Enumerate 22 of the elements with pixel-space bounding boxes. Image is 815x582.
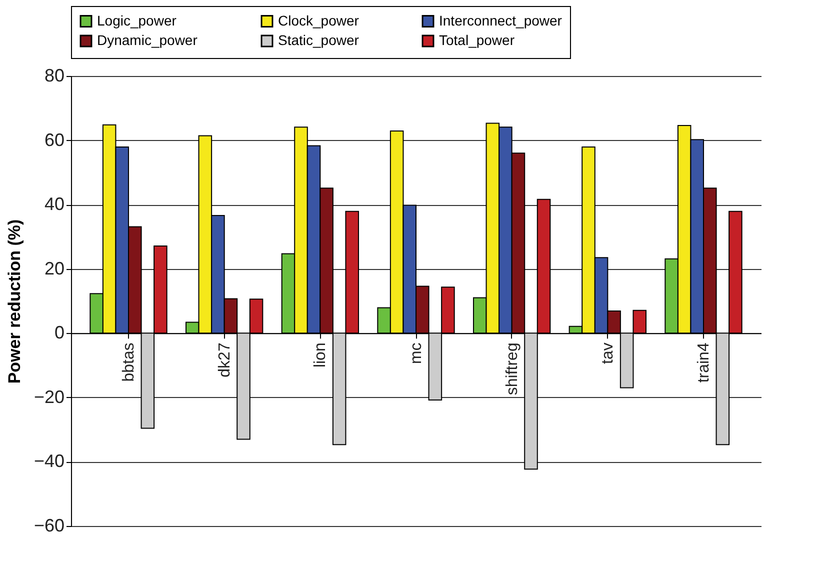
x-tick-label: shiftreg xyxy=(504,342,521,396)
y-tick-label: −40 xyxy=(34,451,64,472)
legend-label: Total_power xyxy=(439,32,515,48)
x-tick-label: mc xyxy=(408,342,425,364)
x-tick-label: dk27 xyxy=(216,342,234,378)
y-tick-label: 80 xyxy=(44,66,64,86)
legend-label: Clock_power xyxy=(278,12,360,28)
x-tick-label: lion xyxy=(312,342,330,368)
y-tick-label: 20 xyxy=(44,258,64,278)
y-tick-label: 40 xyxy=(44,194,64,214)
legend-label: Logic_power xyxy=(97,12,177,28)
x-tick-label: tav xyxy=(600,342,617,364)
legend-label: Interconnect_power xyxy=(439,12,562,28)
x-tick-label: bbtas xyxy=(120,342,138,382)
y-axis-title: Power reduction (%) xyxy=(4,219,24,384)
legend-label: Static_power xyxy=(278,32,360,48)
y-tick-label: 60 xyxy=(44,130,64,150)
y-tick-label: −20 xyxy=(34,386,64,407)
y-tick-label: 0 xyxy=(54,322,64,343)
y-tick-label: −60 xyxy=(34,516,64,536)
legend-label: Dynamic_power xyxy=(97,32,198,48)
x-tick-label: train4 xyxy=(696,342,712,383)
